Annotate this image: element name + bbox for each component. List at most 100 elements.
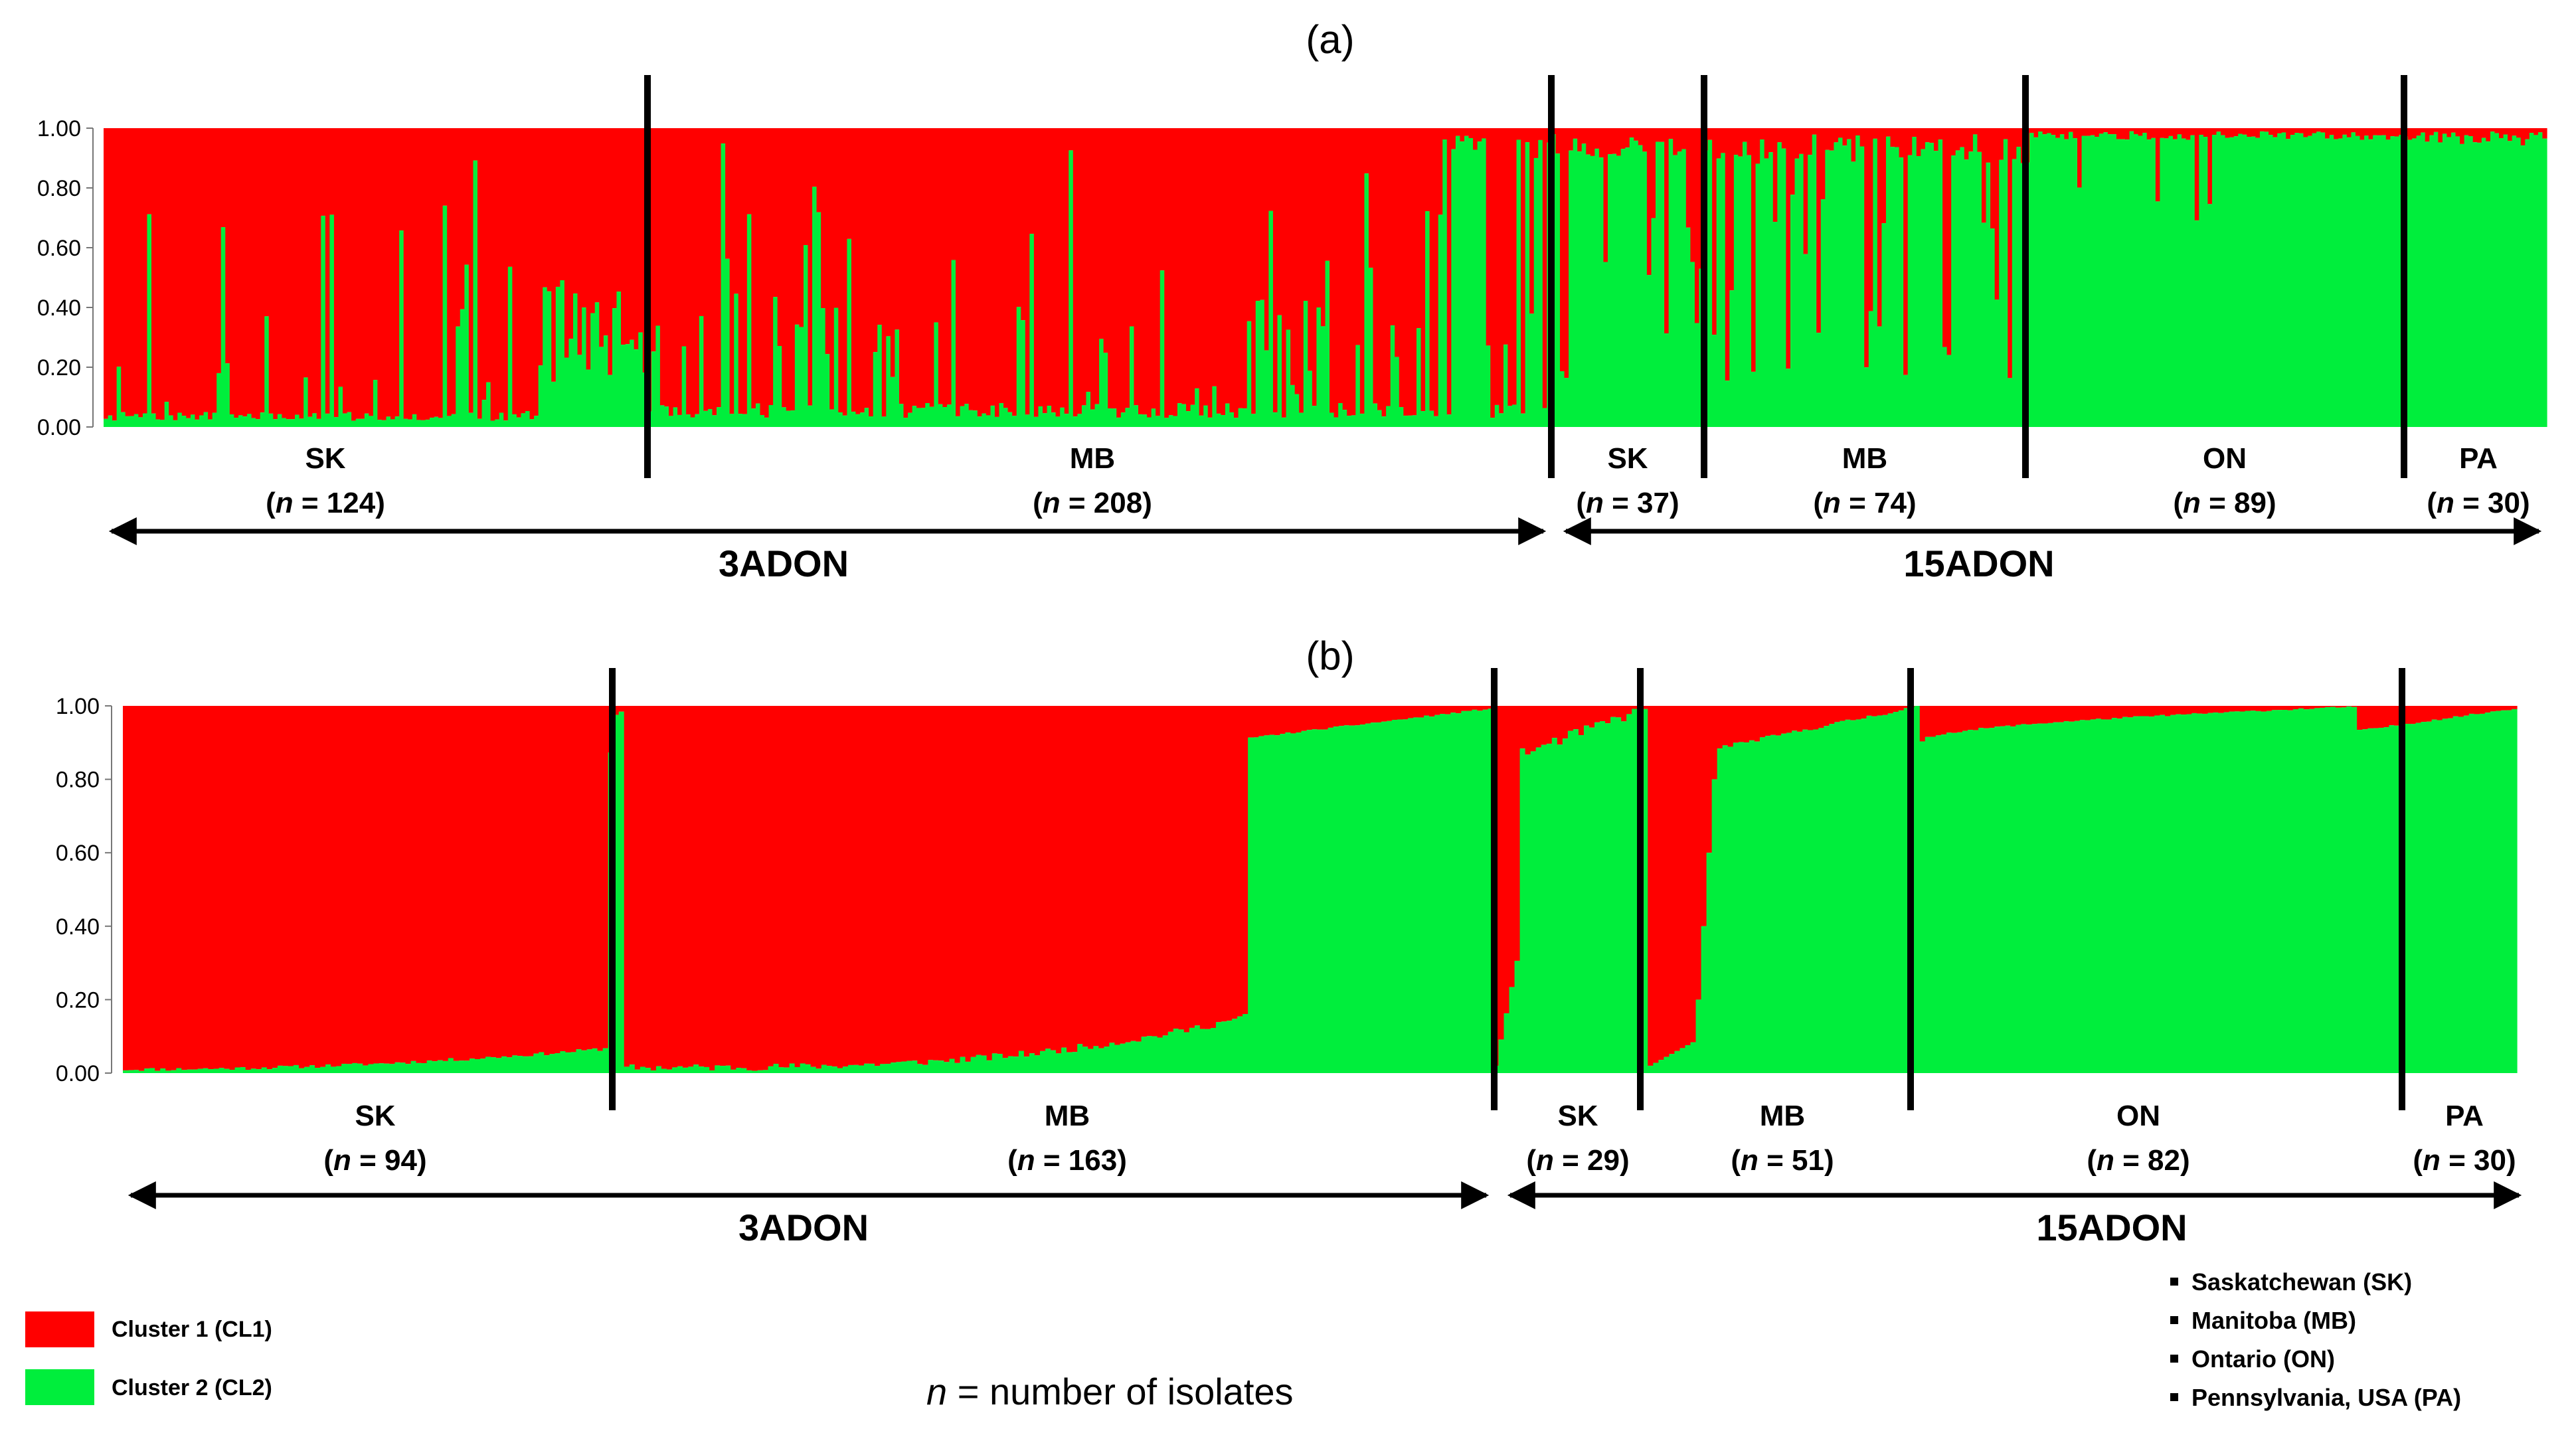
bar-cluster2 [1399,407,1404,427]
bar-cluster2 [2452,716,2459,1073]
bar-cluster1 [195,128,200,420]
bar-cluster1 [442,128,448,206]
bar-cluster2 [2149,716,2155,1073]
bar-cluster2 [1764,736,1771,1073]
bar-cluster1 [1395,128,1400,357]
bar-cluster1 [1755,128,1760,164]
bar-cluster1 [1157,706,1163,1038]
bar-cluster1 [794,706,801,1068]
bar-cluster2 [2516,137,2522,428]
bar-cluster1 [225,128,230,364]
bar-cluster2 [1747,155,1752,427]
bar-cluster1 [2533,128,2539,135]
bar-cluster2 [1620,149,1626,427]
bar-cluster2 [986,1060,993,1073]
bar-cluster2 [773,1063,780,1073]
bar-cluster2 [1840,720,1846,1073]
bar-cluster2 [1755,163,1760,427]
bar-cluster2 [916,408,922,427]
bar-cluster1 [503,128,509,421]
bar-cluster1 [1919,706,1926,742]
bar-cluster1 [1354,706,1361,726]
bar-cluster1 [1167,706,1174,1032]
bar-cluster1 [1578,706,1585,736]
bar-cluster2 [851,411,857,427]
bar-cluster2 [347,1064,353,1073]
bar-cluster2 [1598,157,1604,427]
bar-cluster2 [451,414,456,427]
bar-cluster1 [295,128,300,415]
bar-cluster1 [1838,128,1844,138]
bar-cluster1 [2146,128,2152,140]
bar-cluster2 [2269,135,2274,427]
bar-cluster2 [1733,155,1739,427]
bar-cluster1 [782,128,787,408]
bar-cluster1 [1269,706,1275,735]
bar-cluster1 [1834,706,1840,722]
bar-cluster1 [336,706,342,1066]
bar-cluster1 [1533,128,1539,158]
bar-cluster1 [298,706,305,1068]
panel-b-label: (b) [1306,633,1354,678]
bar-cluster2 [1109,1043,1115,1073]
bar-cluster1 [539,706,545,1052]
bar-cluster1 [2127,706,2134,718]
bar-cluster2 [1152,1036,1158,1073]
bar-cluster1 [2412,128,2417,139]
bar-cluster2 [2407,139,2413,427]
bar-cluster2 [1248,737,1254,1073]
bar-cluster1 [707,128,713,410]
bar-cluster2 [2029,133,2035,428]
bar-cluster1 [991,706,998,1054]
bar-cluster2 [625,344,630,427]
bar-cluster1 [1199,128,1204,416]
bar-cluster2 [1365,723,1371,1073]
bar-cluster2 [1407,718,1414,1073]
bar-cluster1 [1743,706,1750,742]
bar-cluster2 [2537,132,2543,428]
bar-cluster1 [555,706,560,1054]
bar-cluster1 [1002,706,1009,1058]
bar-cluster2 [695,414,700,427]
bar-cluster2 [2410,724,2417,1073]
bar-cluster1 [1701,706,1707,926]
bar-cluster2 [1207,417,1213,427]
bar-cluster2 [1221,1021,1227,1073]
bar-cluster2 [169,415,174,427]
bar-cluster2 [977,416,982,427]
bar-cluster1 [133,706,139,1070]
bar-cluster2 [1178,1029,1185,1073]
bar-cluster2 [2433,131,2439,427]
bar-cluster1 [1246,128,1252,321]
bar-cluster1 [968,128,974,410]
bar-cluster1 [602,706,609,1049]
bar-cluster2 [2099,133,2104,427]
bar-cluster2 [2047,133,2052,428]
bar-cluster1 [543,128,548,288]
bar-cluster1 [1503,706,1510,1013]
bar-cluster1 [1364,128,1369,174]
bar-cluster2 [1296,732,1302,1073]
bar-cluster2 [1264,735,1270,1073]
bar-cluster2 [2298,708,2304,1073]
bar-cluster2 [1842,145,1847,427]
bar-cluster1 [2287,706,2294,711]
bar-cluster1 [1077,128,1082,414]
bar-cluster1 [551,128,557,382]
bar-cluster1 [1555,128,1561,154]
bar-cluster1 [1977,128,1982,152]
bar-cluster1 [2351,128,2356,133]
bar-cluster2 [2421,132,2426,427]
bar-cluster2 [699,315,704,427]
bar-cluster1 [1564,128,1569,379]
bar-cluster1 [1007,128,1013,412]
bar-cluster1 [2068,128,2074,132]
bar-cluster1 [1721,128,1726,153]
bar-cluster1 [1930,706,1936,737]
bar-cluster2 [2095,137,2100,427]
bar-cluster1 [490,128,495,421]
bar-cluster1 [1446,128,1452,415]
bar-cluster2 [1818,728,1824,1073]
bar-cluster1 [1413,706,1419,718]
bar-cluster2 [2047,722,2054,1073]
